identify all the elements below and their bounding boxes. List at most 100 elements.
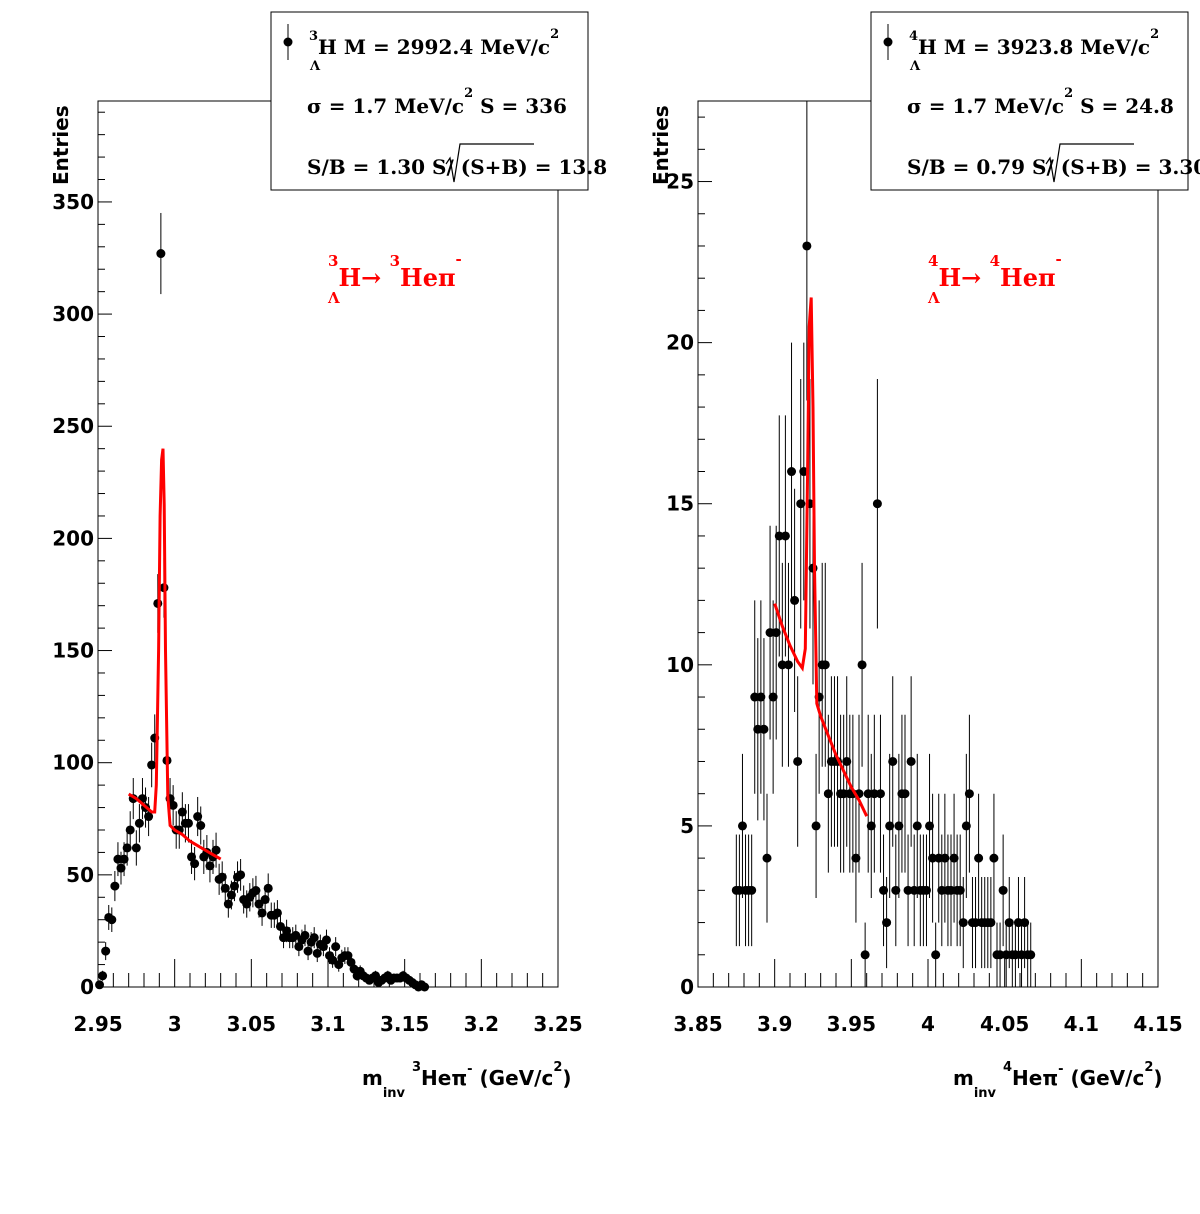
legend-line-3: S/B = 0.79 S/ (S+B) = 3.30 [907,155,1200,179]
y-tick-label: 25 [666,170,694,194]
data-point [857,660,867,670]
x-title-units: (GeV/c [1064,1066,1145,1090]
data-point [961,821,971,831]
data-point [125,825,135,835]
x-title-particle: Heπ [1012,1066,1058,1090]
ann-mass-1: 3 [328,252,338,270]
data-point [193,812,203,822]
x-title-charge: - [467,1062,472,1077]
left-panel: 0 50 100 150 200 250 300 350 2.95 3 3.05 3.1 3.15 3.2… [49,11,607,1101]
data-point [811,821,821,831]
y-tick-label: 5 [680,814,694,838]
y-tick-label: 300 [52,302,94,326]
y-tick-label: 50 [66,863,94,887]
legend-mass-sup: 2 [1150,27,1159,42]
x-title-units-end: ) [562,1066,571,1090]
x-tick-label: 2.95 [73,1012,122,1036]
data-point [101,946,111,956]
data-point [823,789,833,799]
x-tick-label: 3.85 [673,1012,722,1036]
data-point [921,885,931,895]
data-point [940,853,950,863]
data-point [217,872,227,882]
data-point [955,885,965,895]
data-point [196,821,206,831]
data-point [300,930,310,940]
data-point [882,918,892,928]
x-title-sub: inv [383,1086,406,1101]
x-tick-label: 3.9 [757,1012,792,1036]
legend-box [270,11,589,191]
data-point [912,821,922,831]
data-point [116,863,126,873]
legend-sqrt-sign [1045,143,1134,183]
data-point [793,756,803,766]
ann-lambda-sub: Λ [327,289,340,307]
x-title-units-end: ) [1153,1066,1162,1090]
x-title-space [996,1066,1003,1090]
legend-sigma-sup: 2 [1064,86,1073,101]
data-point [177,807,187,817]
y-tick-label: 15 [666,492,694,516]
x-tick-label: 4.1 [1064,1012,1099,1036]
ann-products: Heπ [400,263,456,292]
data-point [986,918,996,928]
data-point [98,971,108,981]
data-point [346,957,356,967]
decay-annotation: 3H→ 3Heπ- [328,250,462,292]
ann-charge: - [456,250,462,268]
ann-hyper: H→ [938,263,981,292]
x-title-units-sup: 2 [1144,1060,1153,1075]
legend-signal: S = 24.8 [1073,94,1174,118]
y-tick-label: 350 [52,190,94,214]
data-point [759,724,769,734]
data-point [242,899,252,909]
data-point [321,935,331,945]
right-panel: 0 5 10 15 20 25 3.85 3.9 3.95 4 4.05 4.1 4.15 Entries… [649,11,1200,1101]
data-point [974,853,984,863]
data-point [1026,950,1036,960]
data-point [147,760,157,770]
x-title-sub: inv [974,1086,997,1101]
data-point [894,821,904,831]
data-point [925,821,935,831]
data-point [787,467,797,477]
x-tick-label: 3.95 [827,1012,876,1036]
x-tick-label: 4.15 [1133,1012,1182,1036]
x-tick-label: 3.1 [310,1012,345,1036]
data-point [860,950,870,960]
y-tick-label: 100 [52,751,94,775]
legend-sigma: σ = 1.7 MeV/c [907,94,1064,118]
legend-line-1: 4H M = 3923.8 MeV/c2 [909,27,1159,59]
data-point [156,249,166,259]
x-title-m: m [362,1066,383,1090]
decay-annotation: 4H→ 4Heπ- [928,250,1062,292]
ann-space [381,263,389,292]
data-point [851,853,861,863]
data-point [888,756,898,766]
data-point [309,933,319,943]
data-point [891,885,901,895]
data-point [257,908,267,918]
ann-space [981,263,989,292]
data-point [790,595,800,605]
data-point [780,531,790,541]
data-point [187,852,197,862]
data-point [820,660,830,670]
data-point [236,870,246,880]
legend-line-1: 3H M = 2992.4 MeV/c2 [309,27,559,59]
ann-lambda-sub: Λ [927,289,940,307]
x-tick-label: 4.05 [980,1012,1029,1036]
x-title-charge: - [1058,1062,1063,1077]
data-point [282,926,292,936]
x-title-particle: Heπ [421,1066,467,1090]
fit-curve [773,297,869,817]
data-point [260,895,270,905]
legend-mass-number: 3 [309,29,318,44]
x-tick-label: 4 [921,1012,935,1036]
x-title-units-sup: 2 [553,1060,562,1075]
legend-signal: S = 336 [473,94,567,118]
x-title-m: m [953,1066,974,1090]
data-point [875,789,885,799]
x-tick-label: 3 [168,1012,182,1036]
